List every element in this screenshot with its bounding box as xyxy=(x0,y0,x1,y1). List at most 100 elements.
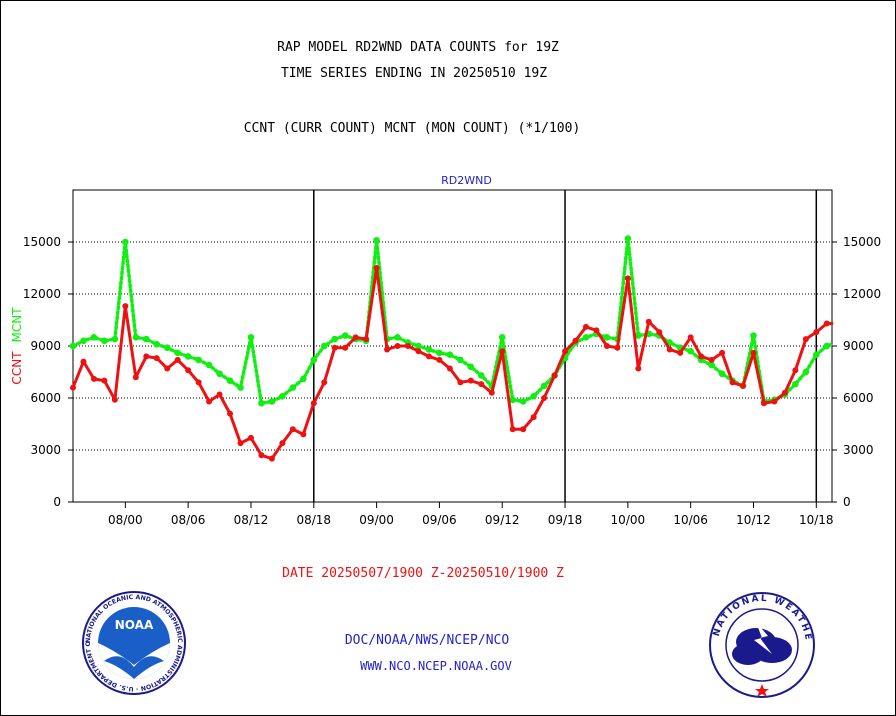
mcnt-data-point xyxy=(247,334,255,341)
ccnt-data-point xyxy=(415,348,422,355)
mcnt-data-point xyxy=(750,332,757,339)
mcnt-data-point xyxy=(582,334,590,341)
website-link[interactable]: WWW.NCO.NCEP.NOAA.GOV xyxy=(360,659,512,673)
y-axis-label: CCNT MCNT xyxy=(10,307,24,385)
panel-title: RD2WND xyxy=(441,174,492,187)
mcnt-data-point xyxy=(792,380,799,388)
mcnt-data-point xyxy=(341,332,349,339)
ccnt-data-point xyxy=(80,358,87,365)
y-tick-label-right: 15000 xyxy=(843,235,881,249)
ccnt-data-point xyxy=(111,396,118,403)
mcnt-data-point xyxy=(289,384,297,391)
y-tick-label-left: 12000 xyxy=(23,287,61,301)
mcnt-data-point xyxy=(457,356,464,364)
mcnt-data-point xyxy=(718,370,726,378)
mcnt-data-point xyxy=(373,236,380,244)
ccnt-data-point xyxy=(300,431,307,438)
ccnt-data-point xyxy=(624,275,631,282)
x-tick-label: 10/12 xyxy=(736,513,771,527)
x-tick-label: 08/12 xyxy=(234,513,269,527)
mcnt-data-point xyxy=(530,392,537,400)
ccnt-data-point xyxy=(174,356,181,363)
ccnt-data-point xyxy=(802,336,809,343)
mcnt-data-point xyxy=(477,372,485,379)
ccnt-data-point xyxy=(551,372,558,379)
mcnt-data-point xyxy=(446,351,454,358)
ccnt-data-point xyxy=(373,265,380,271)
ccnt-data-point xyxy=(185,367,192,374)
ccnt-data-point xyxy=(520,426,527,433)
x-tick-label: 09/18 xyxy=(548,513,583,527)
ccnt-data-point xyxy=(677,349,684,356)
org-path-link[interactable]: DOC/NOAA/NWS/NCEP/NCO xyxy=(344,633,510,648)
mcnt-data-point xyxy=(635,332,642,339)
mcnt-data-point xyxy=(163,344,171,352)
mcnt-data-point xyxy=(687,347,694,355)
ccnt-data-point xyxy=(352,334,359,341)
mcnt-data-point xyxy=(498,334,506,341)
ccnt-data-point xyxy=(562,348,569,355)
ccnt-data-point xyxy=(467,377,474,384)
y-tick-label-right: 3000 xyxy=(843,443,874,457)
x-tick-label: 08/06 xyxy=(171,513,206,527)
ccnt-data-point xyxy=(70,384,76,391)
ccnt-data-point xyxy=(593,327,600,334)
ccnt-data-point xyxy=(478,381,485,388)
chart-header-line3: CCNT (CURR COUNT) MCNT (MON COUNT) (*1/1… xyxy=(243,121,581,136)
ccnt-data-point xyxy=(740,382,747,389)
mcnt-data-point xyxy=(279,392,286,400)
mcnt-data-point xyxy=(320,342,328,350)
mcnt-data-point xyxy=(425,346,433,353)
ccnt-data-point xyxy=(289,426,296,433)
ccnt-data-point xyxy=(457,379,464,386)
ccnt-series-line xyxy=(71,266,834,461)
y-axis-label-ccnt: CCNT xyxy=(10,351,24,385)
mcnt-series-line xyxy=(71,236,834,405)
ccnt-data-point xyxy=(635,365,642,372)
mcnt-data-point xyxy=(708,361,715,369)
ccnt-data-point xyxy=(237,440,244,447)
ccnt-data-point xyxy=(268,455,275,462)
ccnt-data-point xyxy=(101,377,108,384)
ccnt-data-point xyxy=(582,323,589,330)
ccnt-data-point xyxy=(614,344,621,351)
ccnt-data-point xyxy=(216,391,223,398)
ccnt-data-point xyxy=(698,353,705,360)
mcnt-data-point xyxy=(237,384,244,391)
y-tick-label-left: 0 xyxy=(53,495,61,509)
ccnt-data-point xyxy=(792,367,799,374)
ccnt-data-point xyxy=(708,356,715,363)
ccnt-data-point xyxy=(405,343,412,349)
mcnt-data-point xyxy=(111,335,119,343)
y-tick-label-left: 6000 xyxy=(30,391,61,405)
mcnt-data-point xyxy=(436,349,443,357)
y-tick-label-left: 9000 xyxy=(30,339,61,353)
mcnt-data-point xyxy=(80,337,87,345)
ccnt-data-point xyxy=(823,320,830,327)
nws-logo: NATIONAL WEATHER SERVICE xyxy=(706,592,815,698)
noaa-wordmark: NOAA xyxy=(115,618,154,632)
y-tick-label-right: 0 xyxy=(843,495,851,509)
ccnt-data-point xyxy=(813,329,820,336)
ccnt-data-point xyxy=(331,344,338,351)
x-tick-label: 08/18 xyxy=(296,513,331,527)
ccnt-data-point xyxy=(227,410,234,417)
noaa-logo: NATIONAL OCEANIC AND ATMOSPHERIC ADMINIS… xyxy=(80,591,186,695)
ccnt-data-point xyxy=(603,343,610,349)
mcnt-data-point xyxy=(122,238,129,246)
y-tick-label-right: 6000 xyxy=(843,391,874,405)
ccnt-data-point xyxy=(771,398,778,405)
ccnt-data-point xyxy=(499,348,506,355)
mcnt-data-point xyxy=(69,342,77,350)
ccnt-data-point xyxy=(195,379,202,386)
mcnt-data-point xyxy=(101,337,108,345)
mcnt-data-point xyxy=(300,375,307,383)
mcnt-data-point xyxy=(823,342,831,350)
chart-header-line2: TIME SERIES ENDING IN 20250510 19Z xyxy=(280,66,548,81)
mcnt-data-point xyxy=(812,351,820,358)
ccnt-data-point xyxy=(132,374,139,381)
ccnt-data-point xyxy=(321,379,328,386)
date-range: DATE 20250507/1900 Z-20250510/1900 Z xyxy=(282,566,564,581)
ccnt-data-point xyxy=(258,452,265,459)
